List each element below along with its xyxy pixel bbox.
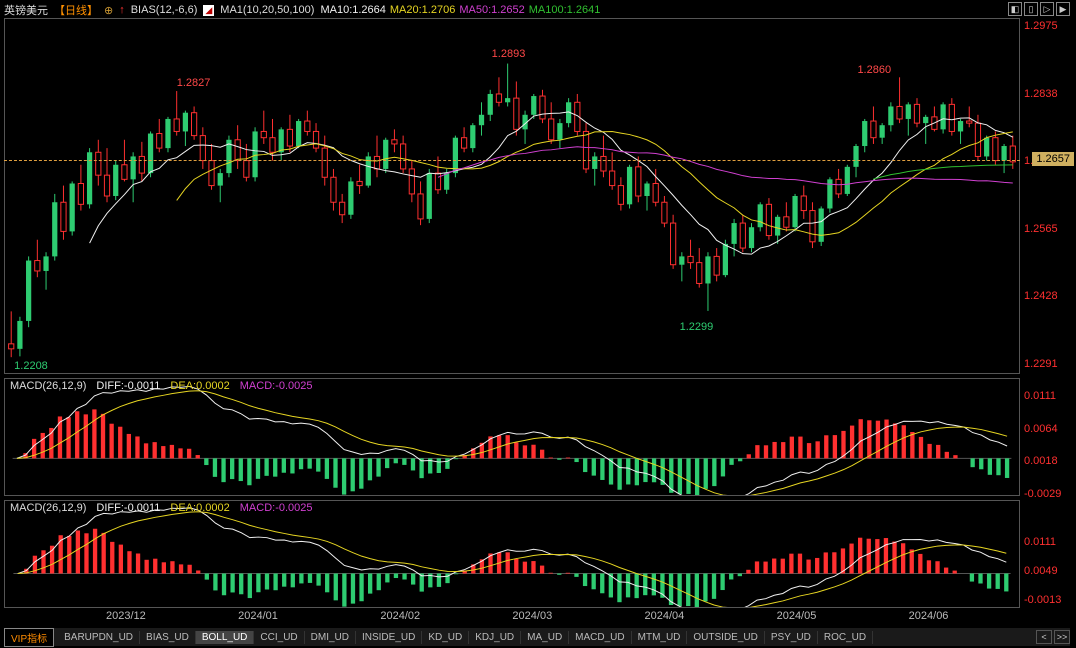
tool-icon-4[interactable]: ▶ [1056,2,1070,16]
y-tick-label: 0.0111 [1024,536,1074,548]
macd2-legend: MACD(26,12,9) DIFF:-0.0011 DEA:0.0002 MACD:… [10,502,313,514]
indicator-tab[interactable]: MTM_UD [632,631,688,644]
current-price-box: 1.2657 [1032,152,1074,166]
y-tick-label: 1.2291 [1024,358,1074,370]
top-right-controls: ◧ ▯ ▷ ▶ [1008,2,1070,16]
macd1-svg [5,379,1019,495]
indicator-tab[interactable]: ROC_UD [818,631,873,644]
price-annotation: 1.2299 [680,321,714,333]
tool-icon-3[interactable]: ▷ [1040,2,1054,16]
y-tick-label: 1.2565 [1024,223,1074,235]
chart-header: 英镑美元 【日线】 ⊕ ↑ BIAS(12,-6,6) ◢ MA1(10,20,… [4,2,600,18]
price-annotation: 1.2893 [492,48,526,60]
macd1-legend: MACD(26,12,9) DIFF:-0.0011 DEA:0.0002 MACD:… [10,380,313,392]
vip-indicator-label[interactable]: VIP指标 [4,628,54,647]
cog-icon[interactable]: ⊕ [104,4,113,17]
timeframe-label: 【日线】 [54,2,98,18]
indicator-tab[interactable]: BOLL_UD [196,631,255,644]
ma-value: MA10:1.2664 [320,4,385,16]
indicator-tab[interactable]: PSY_UD [765,631,818,644]
indicator-legend-item: MACD:-0.0025 [240,380,313,392]
indicator-prev-icon[interactable]: < [1036,630,1052,644]
y-tick-label: -0.0029 [1024,488,1074,500]
indicator-next-icon[interactable]: >> [1054,630,1070,644]
indicator-legend-item: MACD:-0.0025 [240,502,313,514]
y-tick-label: 0.0049 [1024,565,1074,577]
y-tick-label: -0.0013 [1024,594,1074,606]
y-tick-label: 0.0111 [1024,390,1074,402]
indicator-tab[interactable]: OUTSIDE_UD [687,631,764,644]
main-y-axis: 1.29751.28381.27021.25651.24281.2291 [1024,20,1074,370]
indicator-tab[interactable]: MACD_UD [569,631,631,644]
price-annotation: 1.2860 [857,64,891,76]
y-tick-label: 1.2838 [1024,88,1074,100]
indicator-legend-item: MACD(26,12,9) [10,502,86,514]
x-tick-label: 2023/12 [106,610,146,622]
indicator-tab[interactable]: KD_UD [422,631,469,644]
ma-value: MA20:1.2706 [390,4,455,16]
macd-panel-2[interactable] [4,500,1020,608]
bias-label: BIAS(12,-6,6) [131,4,198,16]
y-tick-label: 1.2428 [1024,290,1074,302]
indicator-tab[interactable]: DMI_UD [305,631,356,644]
x-tick-label: 2024/04 [645,610,685,622]
macd1-y-axis: 0.0111 0.0064 0.0018 -0.0029 [1024,390,1074,500]
indicator-tab[interactable]: BARUPDN_UD [58,631,140,644]
tool-icon-1[interactable]: ◧ [1008,2,1022,16]
x-tick-label: 2024/02 [380,610,420,622]
x-tick-label: 2024/01 [238,610,278,622]
price-annotation: 1.2827 [177,77,211,89]
ma-group-label: MA1(10,20,50,100) [220,4,314,16]
indicator-legend-item: DIFF:-0.0011 [96,380,160,392]
y-tick-label: 0.0064 [1024,423,1074,435]
indicator-tab[interactable]: KDJ_UD [469,631,521,644]
x-axis: 2023/12 2024/01 2024/02 2024/03 2024/04 2024/… [4,610,1020,624]
y-tick-label: 0.0018 [1024,455,1074,467]
y-tick-label: 1.2975 [1024,20,1074,32]
x-tick-label: 2024/03 [512,610,552,622]
indicator-nav: < >> [1034,630,1070,644]
indicator-legend-item: MACD(26,12,9) [10,380,86,392]
up-arrow-icon: ↑ [119,4,125,16]
indicator-tab[interactable]: BIAS_UD [140,631,196,644]
indicator-tab[interactable]: INSIDE_UD [356,631,422,644]
tool-icon-2[interactable]: ▯ [1024,2,1038,16]
instrument-name: 英镑美元 [4,2,48,18]
macd-panel-1[interactable] [4,378,1020,496]
x-tick-label: 2024/05 [777,610,817,622]
indicator-legend-item: DEA:0.0002 [170,380,229,392]
price-annotation: 1.2208 [14,360,48,372]
indicator-tab[interactable]: MA_UD [521,631,569,644]
indicator-icon[interactable]: ◢ [203,5,214,16]
ma-values-group: MA10:1.2664 MA20:1.2706 MA50:1.2652 MA100:1… [320,4,600,16]
ma-value: MA50:1.2652 [459,4,524,16]
indicator-legend-item: DEA:0.0002 [170,502,229,514]
ma-value: MA100:1.2641 [529,4,601,16]
indicator-tab-bar: VIP指标 BARUPDN_UDBIAS_UDBOLL_UDCCI_UDDMI_… [4,628,1070,646]
current-price-line [4,160,1020,161]
indicator-tab[interactable]: CCI_UD [254,631,304,644]
macd2-y-axis: 0.0111 0.0049 -0.0013 [1024,536,1074,606]
indicator-legend-item: DIFF:-0.0011 [96,502,160,514]
macd2-svg [5,501,1019,607]
x-tick-label: 2024/06 [909,610,949,622]
